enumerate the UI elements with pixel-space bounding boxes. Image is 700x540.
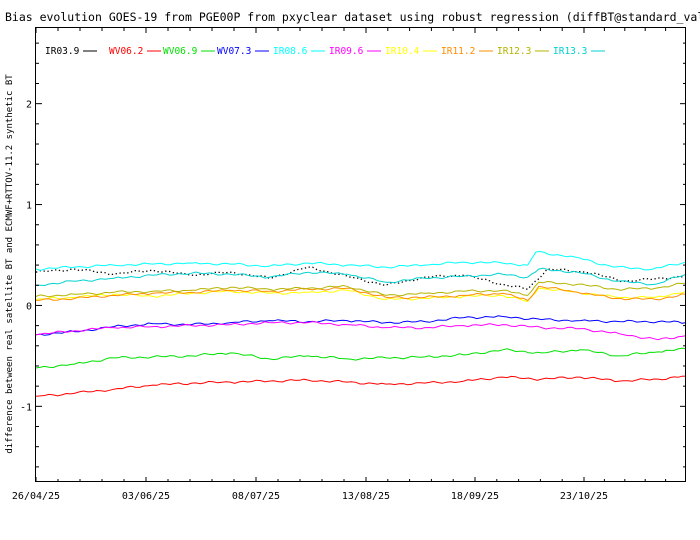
legend-label-ir13-3: IR13.3 xyxy=(553,46,587,57)
x-tick-label: 18/09/25 xyxy=(451,491,499,502)
x-tick-label: 03/06/25 xyxy=(122,491,170,502)
series-line-wv06-9 xyxy=(35,347,687,369)
y-tick-label: 1 xyxy=(26,201,32,212)
legend-label-ir03-9: IR03.9 xyxy=(45,46,80,57)
x-tick-label: 13/08/25 xyxy=(342,491,390,502)
y-tick-label: 2 xyxy=(26,100,32,111)
series-line-wv06-2 xyxy=(35,375,687,397)
legend-label-ir10-4: IR10.4 xyxy=(385,46,420,57)
series-line-wv07-3 xyxy=(35,315,687,336)
legend-label-wv06-9: WV06.9 xyxy=(163,46,198,57)
series-line-ir08-6 xyxy=(35,250,687,271)
legend: IR03.9 WV06.2 WV06.9 WV07.3 IR08.6 IR09.6 IR10… xyxy=(45,46,605,57)
x-tick-label: 26/04/25 xyxy=(12,491,60,502)
legend-label-wv06-2: WV06.2 xyxy=(109,46,143,57)
legend-label-wv07-3: WV07.3 xyxy=(217,46,251,57)
y-axis-label: difference between real satellite BT and… xyxy=(5,74,15,454)
legend-label-ir12-3: IR12.3 xyxy=(497,46,531,57)
legend-label-ir09-6: IR09.6 xyxy=(329,46,364,57)
plot-frame xyxy=(35,27,686,482)
x-tick-label: 08/07/25 xyxy=(232,491,280,502)
series-lines xyxy=(35,250,687,397)
y-tick-label: 0 xyxy=(26,301,32,312)
series-line-ir11-2 xyxy=(35,285,687,301)
x-tick-label: 23/10/25 xyxy=(560,491,608,502)
series-line-ir13-3 xyxy=(36,267,687,287)
legend-label-ir08-6: IR08.6 xyxy=(273,46,308,57)
series-line-ir12-3 xyxy=(35,280,687,298)
y-tick-label: -1 xyxy=(20,402,32,413)
chart-title: Bias evolution GOES-19 from PGE00P from … xyxy=(5,10,700,24)
series-line-ir09-6 xyxy=(35,321,687,341)
axes: -1 0 1 2 26/04/25 03/06/25 08/07/25 13/08/25 18/… xyxy=(12,28,686,502)
legend-label-ir11-2: IR11.2 xyxy=(441,46,475,57)
